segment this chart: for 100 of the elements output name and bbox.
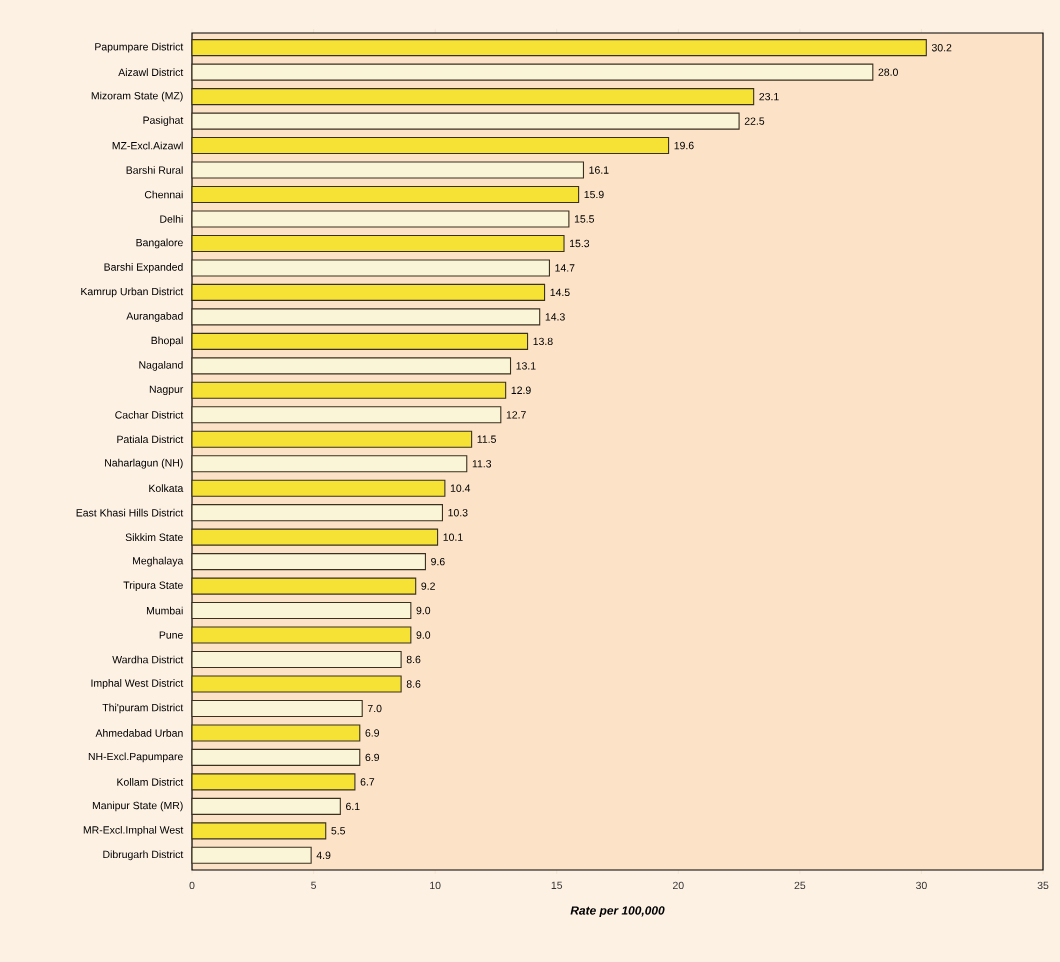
- bar: [191, 137, 670, 155]
- data-label: 14.7: [555, 264, 575, 272]
- bar: [191, 112, 740, 130]
- x-tick-label: 10: [430, 881, 441, 890]
- data-label: 9.2: [421, 582, 435, 590]
- y-tick-label: Manipur State (MR): [92, 801, 183, 812]
- data-label: 14.3: [545, 313, 565, 321]
- y-tick-label: Wardha District: [112, 655, 184, 664]
- bar: [191, 504, 443, 522]
- y-tick-label: NH-Excl.Papumpare: [88, 752, 183, 763]
- data-label: 10.3: [448, 508, 468, 517]
- y-tick-label: MZ-Excl.Aizawl: [112, 141, 183, 150]
- data-label: 6.9: [365, 753, 380, 762]
- x-tick-label: 35: [1037, 881, 1049, 890]
- y-tick-label: Papumpare District: [95, 42, 184, 53]
- data-label: 15.9: [584, 190, 604, 199]
- data-label: 19.6: [674, 141, 694, 150]
- data-label: 13.1: [516, 362, 536, 370]
- data-label: 11.3: [472, 460, 492, 468]
- data-label: 6.1: [346, 802, 360, 811]
- bar: [191, 699, 363, 718]
- bar: [191, 185, 580, 204]
- bar: [191, 553, 426, 571]
- y-tick-label: Bhopal: [151, 336, 183, 347]
- y-tick-label: Cachar District: [115, 410, 184, 419]
- y-tick-label: Chennai: [144, 190, 183, 199]
- bar: [191, 357, 512, 375]
- bar: [191, 675, 402, 693]
- bar: [191, 822, 327, 840]
- bar: [191, 479, 446, 497]
- data-label: 10.4: [450, 484, 471, 492]
- bar: [191, 161, 585, 179]
- bar: [191, 381, 507, 399]
- y-tick-label: Mizoram State (MZ): [91, 91, 183, 102]
- data-label: 12.9: [511, 386, 531, 395]
- bar: [191, 259, 550, 277]
- data-label: 23.1: [759, 92, 779, 101]
- bar: [191, 63, 874, 81]
- y-tick-label: Kolkata: [149, 484, 184, 493]
- y-tick-label: Pune: [159, 631, 183, 639]
- bar: [191, 724, 361, 742]
- bar: [191, 797, 341, 815]
- y-tick-label: Kollam District: [117, 778, 184, 786]
- bar: [191, 332, 529, 350]
- x-tick-label: 30: [916, 881, 927, 890]
- y-tick-label: Nagaland: [139, 360, 183, 371]
- data-label: 11.5: [477, 435, 496, 443]
- data-label: 13.8: [533, 337, 553, 346]
- data-label: 5.5: [331, 827, 346, 835]
- data-label: 4.9: [316, 851, 331, 860]
- y-tick-label: Meghalaya: [133, 556, 184, 567]
- data-label: 8.6: [406, 680, 421, 688]
- x-tick-label: 0: [189, 881, 195, 890]
- x-tick-label: 15: [551, 881, 563, 889]
- y-tick-label: Nagpur: [149, 385, 184, 395]
- data-label: 22.5: [744, 117, 765, 125]
- data-label: 7.0: [367, 704, 382, 713]
- data-label: 28.0: [878, 68, 898, 76]
- data-label: 16.1: [589, 166, 609, 174]
- y-tick-label: Aizawl District: [118, 68, 184, 76]
- bar: [191, 283, 546, 301]
- x-axis-title: Rate per 100,000: [570, 906, 665, 918]
- data-label: 15.5: [574, 215, 594, 223]
- y-tick-label: Barshi Rural: [126, 166, 183, 174]
- data-label: 30.2: [931, 43, 952, 52]
- y-tick-label: MR-Excl.Imphal West: [83, 825, 184, 836]
- y-tick-label: Tripura State: [123, 581, 183, 591]
- bar: [191, 773, 356, 791]
- y-tick-label: Sikkim State: [125, 533, 183, 541]
- data-label: 15.3: [570, 239, 590, 248]
- bar: [191, 455, 468, 473]
- bar: [191, 39, 927, 57]
- y-tick-label: Aurangabad: [126, 312, 183, 322]
- bar: [191, 846, 312, 864]
- y-tick-label: Patiala District: [117, 435, 184, 444]
- y-tick-label: East Khasi Hills District: [76, 508, 184, 517]
- data-label: 12.7: [506, 411, 526, 419]
- data-label: 9.6: [431, 557, 445, 566]
- bar: [191, 748, 361, 766]
- bar: [191, 528, 439, 546]
- x-tick-label: 5: [311, 881, 317, 889]
- y-tick-label: Bangalore: [136, 238, 183, 249]
- y-tick-label: Barshi Expanded: [104, 263, 183, 273]
- x-tick-label: 25: [794, 881, 806, 890]
- data-label: 6.9: [365, 729, 380, 737]
- bar: [191, 210, 570, 228]
- bar: [191, 234, 565, 253]
- y-tick-label: Kamrup Urban District: [81, 287, 184, 298]
- y-tick-label: Imphal West District: [91, 679, 184, 689]
- bar: [191, 577, 417, 595]
- bar: [191, 430, 473, 448]
- y-tick-label: Ahmedabad Urban: [95, 729, 183, 737]
- data-label: 8.6: [406, 655, 421, 664]
- y-tick-label: Naharlagun (NH): [105, 458, 183, 469]
- data-label: 6.7: [360, 778, 375, 786]
- bar: [191, 406, 502, 424]
- bar: [191, 626, 412, 644]
- y-tick-label: Delhi: [160, 215, 183, 223]
- data-label: 9.0: [416, 631, 431, 639]
- bar: [191, 308, 541, 326]
